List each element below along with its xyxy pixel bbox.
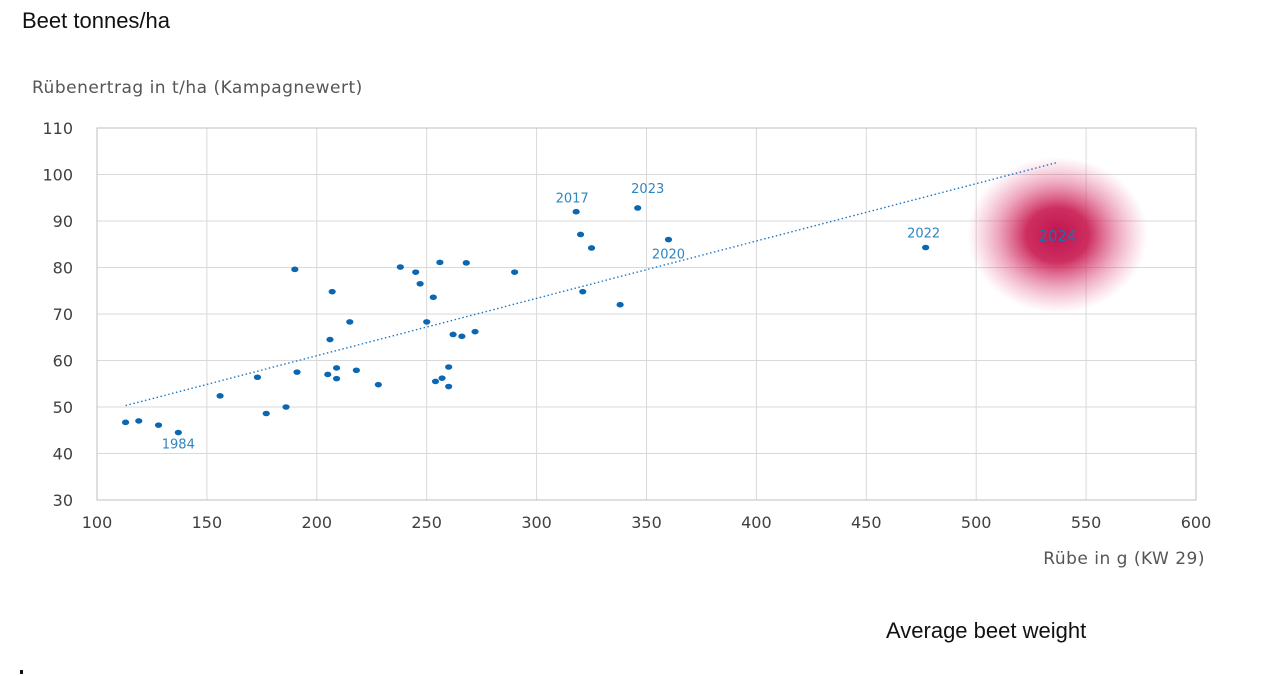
data-point: [634, 205, 642, 211]
data-point: [154, 422, 163, 428]
data-point: [352, 367, 360, 374]
data-point: [462, 260, 470, 266]
data-point: [511, 269, 519, 275]
x-tick-label: 400: [741, 513, 772, 532]
data-point: [458, 333, 466, 340]
data-point: [445, 364, 453, 370]
y-axis-label: Rübenertrag in t/ha (Kampagnewert): [32, 78, 363, 98]
x-tick-label: 550: [1071, 513, 1102, 532]
data-point: [579, 288, 587, 295]
x-tick-label: 450: [851, 513, 882, 532]
y-tick-label: 110: [42, 119, 73, 138]
point-annotation: 2017: [556, 192, 589, 207]
point-annotations: 1984 2017 2023 2020 2022: [162, 182, 940, 453]
x-tick-label: 200: [302, 513, 333, 532]
data-point: [587, 245, 596, 251]
trendline: [125, 161, 1058, 407]
y-ticks: 30 40 50 60 70 80 90 100 110: [42, 119, 73, 510]
data-point: [429, 294, 437, 301]
data-point: [135, 418, 143, 424]
x-tick-label: 500: [961, 513, 992, 532]
data-point: [922, 244, 930, 251]
y-tick-label: 40: [53, 445, 73, 464]
data-point: [412, 269, 420, 275]
y-tick-label: 90: [53, 212, 73, 231]
data-point: [291, 266, 299, 273]
stray-dot: [20, 670, 23, 674]
x-axis-label: Rübe in g (KW 29): [1043, 549, 1205, 569]
data-point: [471, 328, 479, 335]
data-point: [332, 365, 341, 371]
data-point: [282, 404, 290, 410]
y-tick-label: 70: [53, 305, 73, 324]
data-point: [262, 410, 270, 417]
data-point: [324, 371, 332, 378]
data-point: [436, 259, 444, 266]
data-point: [293, 369, 301, 375]
data-point: [449, 331, 457, 338]
highlight-2024: 2024: [967, 156, 1148, 313]
data-point: [346, 319, 354, 325]
data-point: [445, 383, 453, 390]
data-point: [576, 231, 585, 238]
caption-top: Beet tonnes/ha: [22, 8, 171, 33]
caption-bottom: Average beet weight: [886, 618, 1087, 643]
highlight-label: 2024: [1038, 227, 1076, 245]
y-tick-label: 80: [53, 259, 73, 278]
x-tick-label: 600: [1181, 513, 1212, 532]
data-point: [216, 393, 224, 399]
data-point: [438, 375, 446, 381]
highlight-blob: [967, 156, 1148, 313]
point-annotation: 2020: [652, 248, 685, 263]
data-point: [374, 381, 382, 388]
y-tick-label: 30: [53, 491, 73, 510]
data-point: [121, 419, 130, 426]
data-point: [396, 264, 404, 270]
x-tick-label: 150: [192, 513, 223, 532]
data-point: [253, 374, 262, 381]
x-ticks: 100 150 200 250 300 350 400 450 500 550 600: [82, 513, 1212, 532]
data-point: [423, 319, 431, 325]
x-tick-label: 300: [521, 513, 552, 532]
data-point: [416, 280, 424, 287]
data-point: [664, 236, 673, 243]
point-annotation: 2022: [907, 227, 940, 242]
plot-frame: [96, 127, 1197, 501]
point-annotation: 1984: [162, 438, 195, 453]
x-tick-label: 350: [631, 513, 662, 532]
data-points: [121, 205, 930, 436]
x-tick-label: 100: [82, 513, 113, 532]
data-point: [174, 429, 182, 436]
data-point: [431, 378, 440, 385]
data-point: [332, 375, 341, 382]
y-tick-label: 50: [53, 398, 73, 417]
y-tick-label: 60: [53, 352, 73, 371]
data-point: [328, 288, 336, 295]
data-point: [616, 301, 624, 308]
data-point: [572, 208, 580, 215]
data-point: [326, 336, 334, 343]
y-tick-label: 100: [42, 166, 73, 185]
point-annotation: 2023: [631, 182, 664, 197]
x-tick-label: 250: [411, 513, 442, 532]
